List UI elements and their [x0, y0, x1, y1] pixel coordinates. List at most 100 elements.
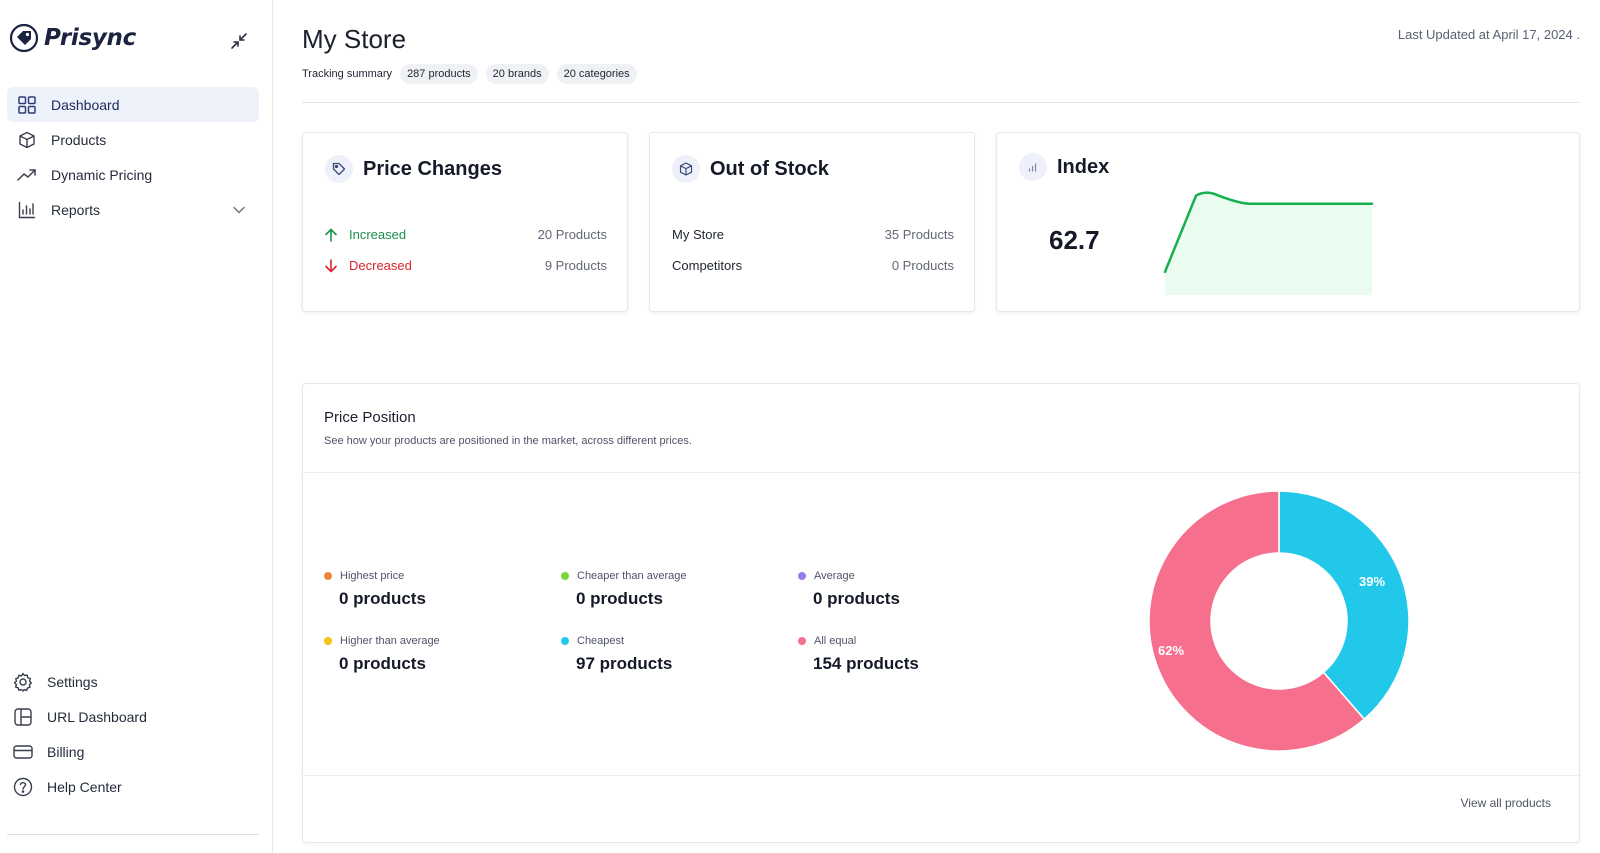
- sidebar-item-help-center[interactable]: Help Center: [7, 769, 259, 804]
- bar-chart-icon: [1019, 153, 1047, 181]
- main-content: My Store Last Updated at April 17, 2024 …: [302, 0, 1580, 853]
- competitors-row[interactable]: Competitors 0 Products: [672, 258, 954, 273]
- sidebar: Prisync Dashboard Products Dynamic Prici…: [0, 0, 273, 853]
- legend-dot: [561, 572, 569, 580]
- sidebar-item-label: URL Dashboard: [47, 708, 147, 725]
- sidebar-item-label: Dynamic Pricing: [51, 166, 153, 183]
- sparkline-area: [1165, 192, 1372, 295]
- legend-label: Cheapest: [577, 635, 625, 647]
- decreased-label: Decreased: [349, 258, 412, 273]
- price-position-divider: [303, 472, 1579, 473]
- my-store-value: 35 Products: [884, 227, 954, 242]
- main-nav: Dashboard Products Dynamic Pricing Repor…: [7, 87, 259, 227]
- categories-count-chip: 20 categories: [556, 64, 637, 84]
- arrow-down-icon: [325, 258, 339, 273]
- logo-text: Prisync: [44, 25, 136, 51]
- legend-average[interactable]: Average 0 products: [798, 570, 900, 609]
- tag-icon: [325, 155, 353, 183]
- legend-count: 0 products: [576, 589, 663, 608]
- brands-count-chip: 20 brands: [485, 64, 549, 84]
- credit-card-icon: [13, 742, 33, 762]
- sidebar-item-settings[interactable]: Settings: [7, 664, 259, 699]
- sidebar-divider: [7, 834, 259, 835]
- index-card[interactable]: Index 62.7: [996, 132, 1580, 312]
- price-position-donut-chart[interactable]: 39% 62%: [1146, 488, 1412, 754]
- donut-slice-label: 62%: [1158, 643, 1184, 658]
- sidebar-item-dynamic-pricing[interactable]: Dynamic Pricing: [7, 157, 259, 192]
- price-position-card: Price Position See how your products are…: [302, 383, 1580, 843]
- sidebar-item-dashboard[interactable]: Dashboard: [7, 87, 259, 122]
- price-changes-title: Price Changes: [363, 157, 502, 180]
- legend-cheapest[interactable]: Cheapest 97 products: [561, 635, 672, 674]
- products-count-chip: 287 products: [400, 64, 478, 84]
- sidebar-item-url-dashboard[interactable]: URL Dashboard: [7, 699, 259, 734]
- my-store-row[interactable]: My Store 35 Products: [672, 227, 954, 242]
- last-updated-text: Last Updated at April 17, 2024 .: [1397, 27, 1580, 42]
- out-of-stock-title: Out of Stock: [710, 157, 829, 180]
- logo[interactable]: Prisync: [8, 22, 136, 54]
- logo-tag-icon: [9, 23, 39, 53]
- cube-icon: [17, 130, 37, 150]
- bar-chart-icon: [17, 200, 37, 220]
- collapse-arrows-icon: [231, 33, 247, 49]
- view-all-products-link[interactable]: View all products: [1460, 796, 1552, 810]
- legend-dot: [798, 572, 806, 580]
- index-title: Index: [1057, 155, 1110, 178]
- legend-label: Cheaper than average: [577, 570, 687, 582]
- legend-label: Average: [814, 570, 855, 582]
- collapse-sidebar-button[interactable]: [228, 30, 250, 52]
- sidebar-item-reports[interactable]: Reports: [7, 192, 259, 227]
- competitors-value: 0 Products: [891, 258, 954, 273]
- sidebar-item-label: Dashboard: [51, 96, 120, 113]
- legend-dot: [324, 637, 332, 645]
- legend-count: 0 products: [339, 589, 426, 608]
- arrow-up-icon: [325, 228, 339, 242]
- price-position-footer-divider: [303, 775, 1579, 776]
- legend-label: All equal: [814, 635, 857, 647]
- price-position-subtitle: See how your products are positioned in …: [324, 435, 692, 447]
- legend-label: Higher than average: [340, 635, 440, 647]
- sidebar-item-products[interactable]: Products: [7, 122, 259, 157]
- chevron-down-icon[interactable]: [233, 204, 245, 216]
- legend-all-equal[interactable]: All equal 154 products: [798, 635, 919, 674]
- donut-slice-label: 39%: [1359, 574, 1385, 589]
- sidebar-item-billing[interactable]: Billing: [7, 734, 259, 769]
- donut-slice-cheapest[interactable]: [1278, 490, 1410, 721]
- sidebar-item-label: Billing: [47, 743, 85, 760]
- index-value: 62.7: [1049, 225, 1100, 255]
- legend-count: 97 products: [576, 654, 673, 673]
- out-of-stock-card[interactable]: Out of Stock My Store 35 Products Compet…: [649, 132, 975, 312]
- tracking-summary: Tracking summary 287 products 20 brands …: [302, 64, 645, 84]
- bottom-nav: Settings URL Dashboard Billing Help Cent…: [7, 664, 259, 804]
- page-title: My Store: [302, 24, 407, 54]
- increased-value: 20 Products: [537, 227, 607, 242]
- price-changes-card[interactable]: Price Changes Increased 20 Products Decr…: [302, 132, 628, 312]
- sidebar-item-label: Reports: [51, 201, 101, 218]
- sidebar-item-label: Products: [51, 131, 107, 148]
- header-divider: [302, 102, 1580, 103]
- tracking-summary-label: Tracking summary: [302, 68, 393, 80]
- sidebar-item-label: Settings: [47, 673, 98, 690]
- my-store-label: My Store: [672, 227, 725, 242]
- decreased-value: 9 Products: [544, 258, 607, 273]
- legend-dot: [561, 637, 569, 645]
- help-circle-icon: [13, 777, 33, 797]
- increased-row[interactable]: Increased 20 Products: [325, 227, 607, 242]
- decreased-row[interactable]: Decreased 9 Products: [325, 258, 607, 273]
- competitors-label: Competitors: [672, 258, 743, 273]
- index-sparkline: [1163, 191, 1374, 295]
- gear-icon: [13, 672, 33, 692]
- legend-dot: [324, 572, 332, 580]
- legend-count: 0 products: [813, 589, 900, 608]
- grid-icon: [17, 95, 37, 115]
- increased-label: Increased: [349, 227, 407, 242]
- donut-slice-all-equal[interactable]: [1148, 490, 1366, 752]
- layout-icon: [13, 707, 33, 727]
- sidebar-item-label: Help Center: [47, 778, 122, 795]
- legend-dot: [798, 637, 806, 645]
- legend-highest-price[interactable]: Highest price 0 products: [324, 570, 426, 609]
- price-position-title: Price Position: [324, 409, 416, 426]
- legend-cheaper-than-average[interactable]: Cheaper than average 0 products: [561, 570, 686, 609]
- cube-icon: [672, 155, 700, 183]
- legend-higher-than-average[interactable]: Higher than average 0 products: [324, 635, 440, 674]
